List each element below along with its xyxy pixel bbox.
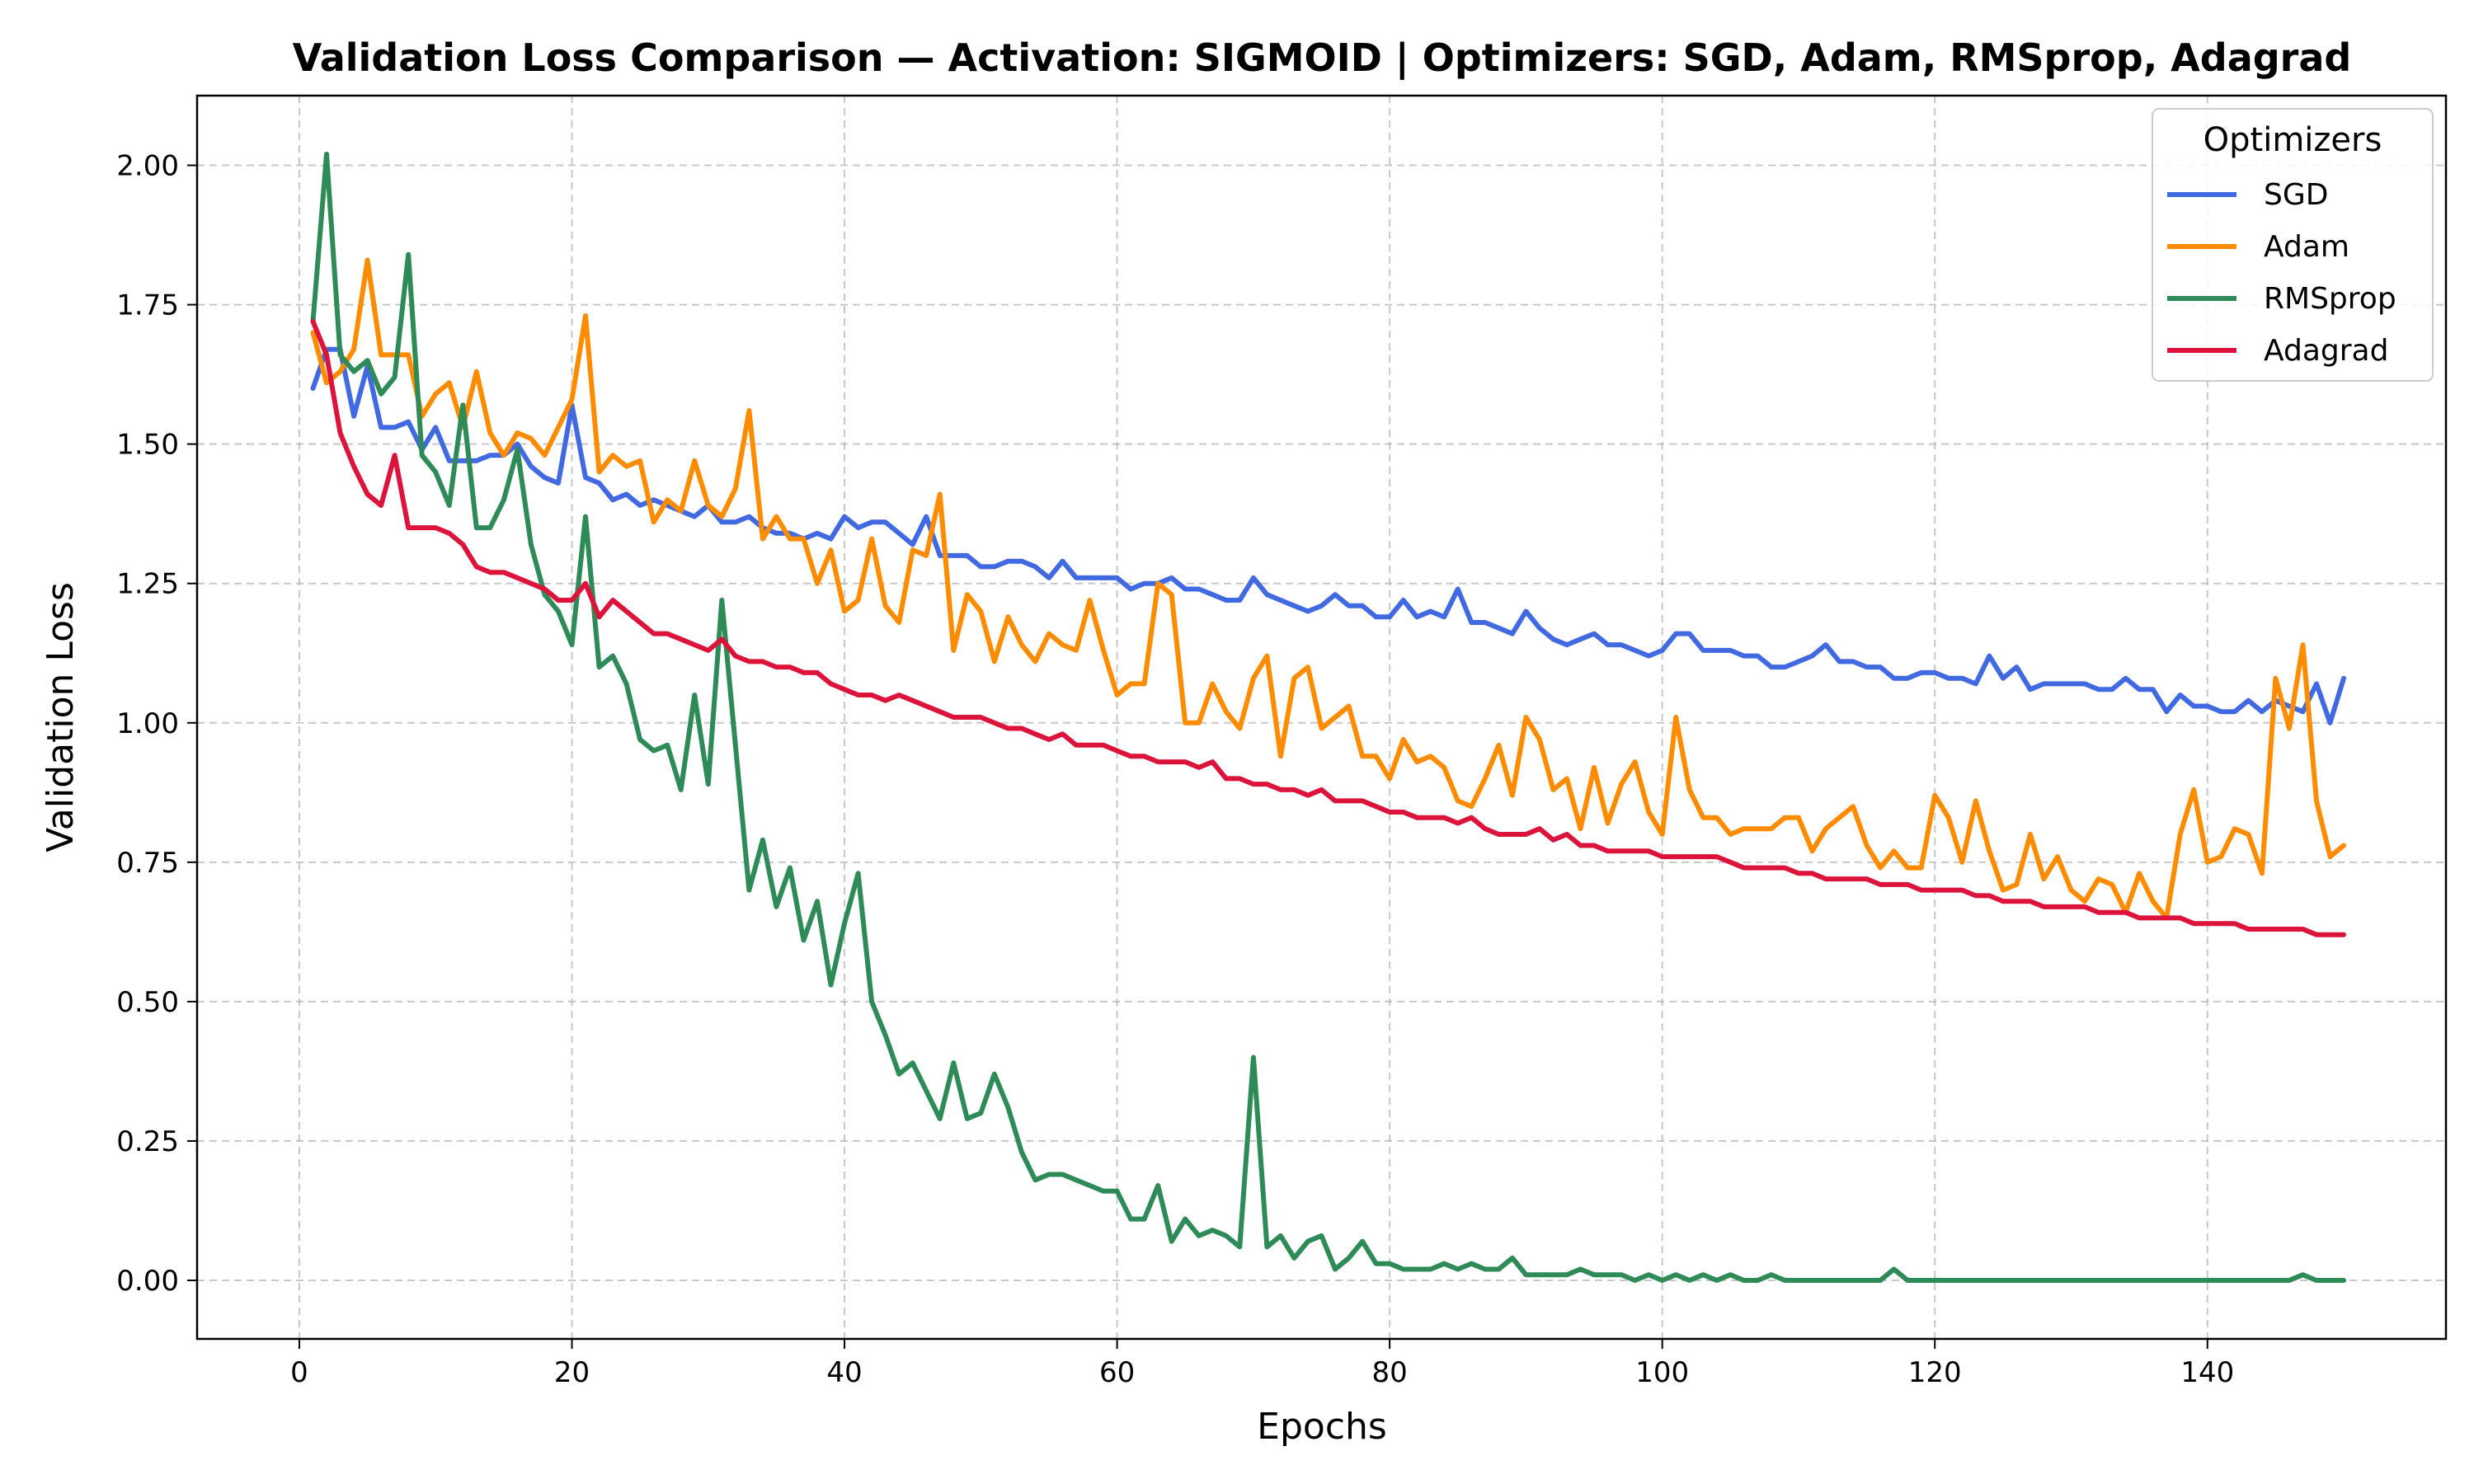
legend-title: Optimizers: [2204, 121, 2382, 159]
x-tick-label: 140: [2180, 1356, 2234, 1389]
legend-label-adagrad: Adagrad: [2264, 334, 2388, 368]
x-tick-label: 20: [554, 1356, 590, 1389]
y-tick-label: 1.50: [116, 429, 179, 462]
series-lines: [310, 152, 2346, 1283]
legend-label-sgd: SGD: [2264, 178, 2328, 212]
x-axis: 0 20 40 60 80 100 120 140: [290, 1339, 2234, 1389]
series-line-rmsprop: [310, 152, 2346, 1283]
y-tick-label: 1.75: [116, 289, 179, 322]
legend-label-adam: Adam: [2264, 230, 2349, 264]
y-tick-label: 1.00: [116, 707, 179, 740]
series-line-adagrad: [310, 318, 2346, 937]
y-tick-label: 0.50: [116, 986, 179, 1019]
y-axis: 0.00 0.25 0.50 0.75 1.00 1.25 1.50 1.75 2.00: [116, 150, 197, 1298]
y-tick-label: 0.00: [116, 1265, 179, 1298]
y-axis-label: Validation Loss: [40, 582, 82, 852]
legend: Optimizers SGD Adam RMSprop Adagrad: [2152, 108, 2434, 382]
plot-frame: [195, 94, 2448, 1341]
x-tick-label: 100: [1635, 1356, 1689, 1389]
x-axis-label: Epochs: [1257, 1406, 1387, 1448]
legend-label-rmsprop: RMSprop: [2264, 282, 2396, 316]
x-tick-label: 80: [1372, 1356, 1408, 1389]
legend-box: [2152, 108, 2434, 382]
x-tick-label: 60: [1099, 1356, 1135, 1389]
y-tick-label: 0.25: [116, 1125, 179, 1158]
y-tick-label: 0.75: [116, 847, 179, 880]
series-line-adam: [310, 257, 2346, 921]
x-tick-label: 120: [1908, 1356, 1962, 1389]
y-tick-label: 1.25: [116, 568, 179, 601]
y-tick-label: 2.00: [116, 150, 179, 183]
x-tick-label: 0: [290, 1356, 308, 1389]
chart-title: Validation Loss Comparison — Activation:…: [293, 35, 2352, 81]
x-tick-label: 40: [826, 1356, 862, 1389]
